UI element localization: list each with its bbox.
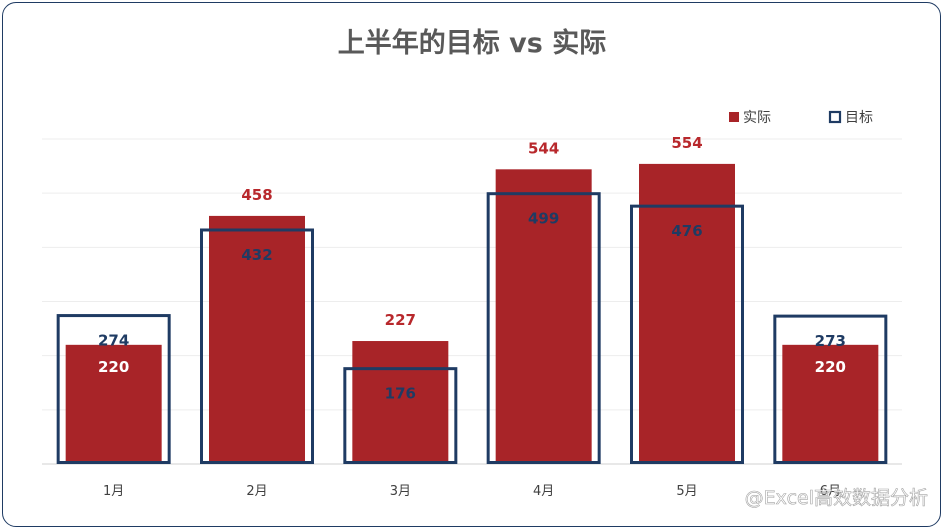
x-axis-ticks: 1月 2月 3月 4月 5月 6月	[103, 484, 841, 499]
watermark: @Excel高效数据分析	[745, 487, 928, 509]
x-tick-label: 1月	[103, 484, 124, 499]
chart-title: 上半年的目标 vs 实际	[338, 27, 606, 59]
data-label-target: 476	[671, 222, 702, 240]
bar-target	[630, 204, 744, 465]
bar-actual	[782, 344, 879, 464]
legend-target-swatch	[828, 110, 842, 124]
data-label-target: 176	[385, 385, 416, 403]
data-label-actual: 544	[528, 139, 559, 157]
data-label-target: 274	[98, 332, 129, 350]
data-label-actual: 458	[241, 186, 272, 204]
x-tick-label: 3月	[390, 484, 411, 499]
data-label-actual: 220	[815, 358, 846, 376]
bar-actual	[495, 169, 592, 465]
legend-actual-label: 实际	[743, 110, 771, 126]
bar-actual	[65, 344, 162, 464]
bar-target	[56, 314, 171, 464]
legend-actual-swatch	[729, 112, 739, 122]
x-tick-label: 5月	[676, 484, 697, 499]
data-label-target: 499	[528, 210, 559, 228]
bar-target	[200, 228, 314, 464]
data-label-target: 273	[815, 332, 846, 350]
x-tick-label: 6月	[820, 484, 841, 499]
bar-target	[343, 367, 458, 464]
legend[interactable]: 实际 目标	[729, 110, 873, 126]
x-tick-label: 2月	[246, 484, 267, 499]
data-label-actual: 227	[385, 311, 416, 329]
bar-actual	[209, 215, 305, 464]
gridlines	[42, 138, 902, 465]
data-label-actual: 220	[98, 358, 129, 376]
data-label-actual: 554	[671, 134, 702, 152]
x-tick-label: 4月	[533, 484, 554, 499]
bars	[56, 163, 888, 465]
data-labels: 220 274 458 432 227 176 544 499 554 476 220 273	[98, 134, 846, 403]
data-label-target: 432	[241, 246, 272, 264]
bar-actual	[639, 163, 735, 464]
bar-target	[773, 314, 888, 464]
bar-actual	[352, 341, 449, 464]
bar-target	[486, 192, 601, 464]
legend-target-label: 目标	[845, 110, 873, 126]
